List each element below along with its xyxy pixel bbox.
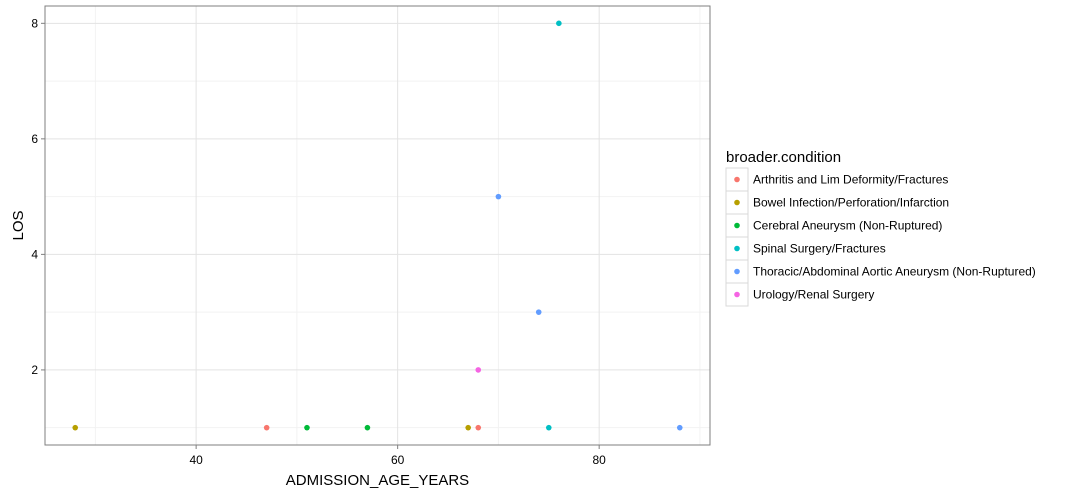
x-tick-label: 40 xyxy=(189,453,203,467)
data-point xyxy=(535,309,542,315)
x-axis-title: ADMISSION_AGE_YEARS xyxy=(286,472,469,489)
x-tick-label: 60 xyxy=(391,453,405,467)
panel-border xyxy=(44,5,711,446)
legend-label: Bowel Infection/Perforation/Infarction xyxy=(753,196,949,210)
y-axis-title: LOS xyxy=(10,210,27,240)
data-point xyxy=(676,424,683,431)
legend-key-point xyxy=(734,291,740,298)
legend-item: Thoracic/Abdominal Aortic Aneurysm (Non-… xyxy=(725,259,1036,284)
x-axis-ticks: 40 60 80 xyxy=(189,445,606,467)
legend-label: Arthritis and Lim Deformity/Fractures xyxy=(753,173,948,187)
legend-key-point xyxy=(734,176,740,183)
legend-key-point xyxy=(734,245,740,252)
legend-item: Cerebral Aneurysm (Non-Ruptured) xyxy=(725,213,942,238)
y-tick-label: 6 xyxy=(31,132,38,146)
data-points xyxy=(72,20,683,431)
data-point xyxy=(495,193,502,200)
legend-label: Cerebral Aneurysm (Non-Ruptured) xyxy=(753,219,942,233)
legend-item: Bowel Infection/Perforation/Infarction xyxy=(725,190,949,215)
data-point xyxy=(545,424,552,431)
data-point xyxy=(364,424,371,431)
data-point xyxy=(475,367,482,373)
data-point xyxy=(465,424,471,431)
legend-item: Spinal Surgery/Fractures xyxy=(725,236,886,261)
data-point xyxy=(556,20,562,27)
data-point xyxy=(263,424,270,431)
legend-label: Urology/Renal Surgery xyxy=(753,288,874,302)
y-tick-label: 2 xyxy=(31,363,38,377)
legend-key-point xyxy=(734,222,740,229)
grid-minor xyxy=(45,6,710,445)
legend: broader.condition Arthritis and Lim Defo… xyxy=(725,149,1036,307)
legend-item: Arthritis and Lim Deformity/Fractures xyxy=(725,167,948,192)
x-tick-label: 80 xyxy=(592,453,606,467)
grid-major xyxy=(45,6,710,445)
data-point xyxy=(475,424,482,431)
y-axis-ticks: 2 4 6 8 xyxy=(31,16,45,377)
y-tick-label: 8 xyxy=(31,16,38,30)
data-point xyxy=(72,424,79,431)
legend-items: Arthritis and Lim Deformity/Fractures Bow… xyxy=(725,167,1036,307)
legend-key-point xyxy=(734,199,740,206)
legend-title: broader.condition xyxy=(726,149,841,166)
y-tick-label: 4 xyxy=(31,247,38,261)
data-point xyxy=(304,424,310,431)
legend-label: Spinal Surgery/Fractures xyxy=(753,242,886,256)
legend-label: Thoracic/Abdominal Aortic Aneurysm (Non-… xyxy=(753,265,1036,279)
legend-key-point xyxy=(734,268,740,275)
legend-item: Urology/Renal Surgery xyxy=(725,282,874,307)
